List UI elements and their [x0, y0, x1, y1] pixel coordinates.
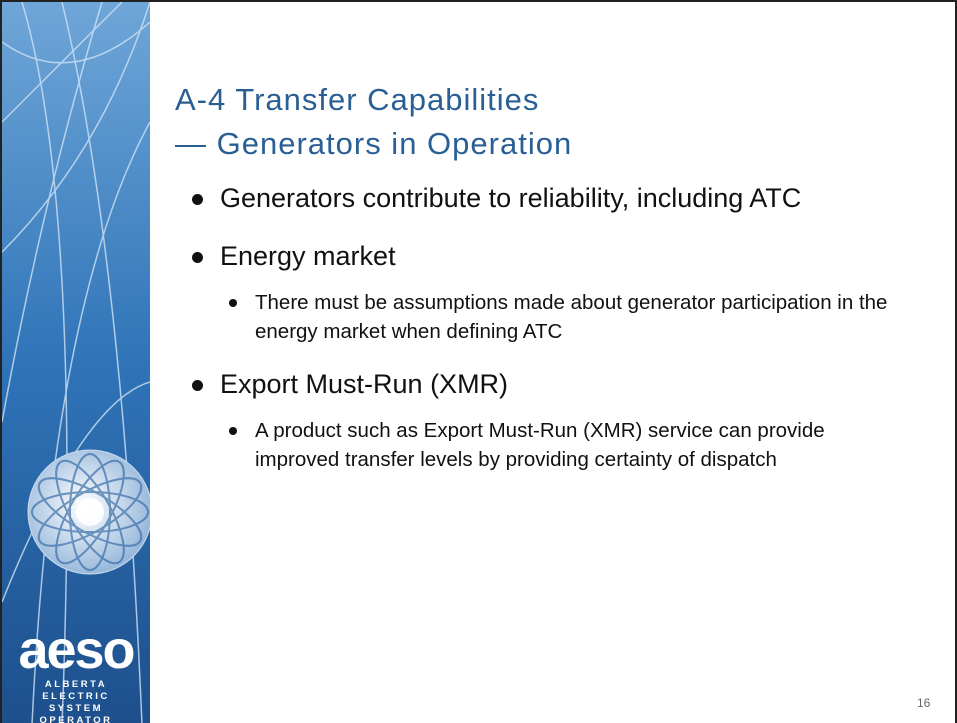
logo-line: ALBERTA [16, 679, 136, 690]
sub-bullet: A product such as Export Must-Run (XMR) … [229, 416, 895, 474]
bullet: Energy market [192, 238, 952, 274]
sidebar [2, 2, 150, 723]
bullet: Export Must-Run (XMR) [192, 366, 952, 402]
title-line: — Generators in Operation [175, 122, 572, 166]
slide: aeso ALBERTAELECTRICSYSTEMOPERATOR A-4 T… [0, 0, 957, 723]
page-number: 16 [917, 696, 930, 710]
bullet: Generators contribute to reliability, in… [192, 180, 952, 216]
logo-line: OPERATOR [16, 715, 136, 723]
title: A-4 Transfer Capabilities— Generators in… [175, 78, 572, 166]
title-line: A-4 Transfer Capabilities [175, 78, 572, 122]
sub-bullet: There must be assumptions made about gen… [229, 288, 895, 346]
bullet-list: Generators contribute to reliability, in… [192, 180, 952, 494]
logo-name: aeso [16, 622, 136, 678]
logo-line: ELECTRIC [16, 691, 136, 702]
logo-line: SYSTEM [16, 703, 136, 714]
